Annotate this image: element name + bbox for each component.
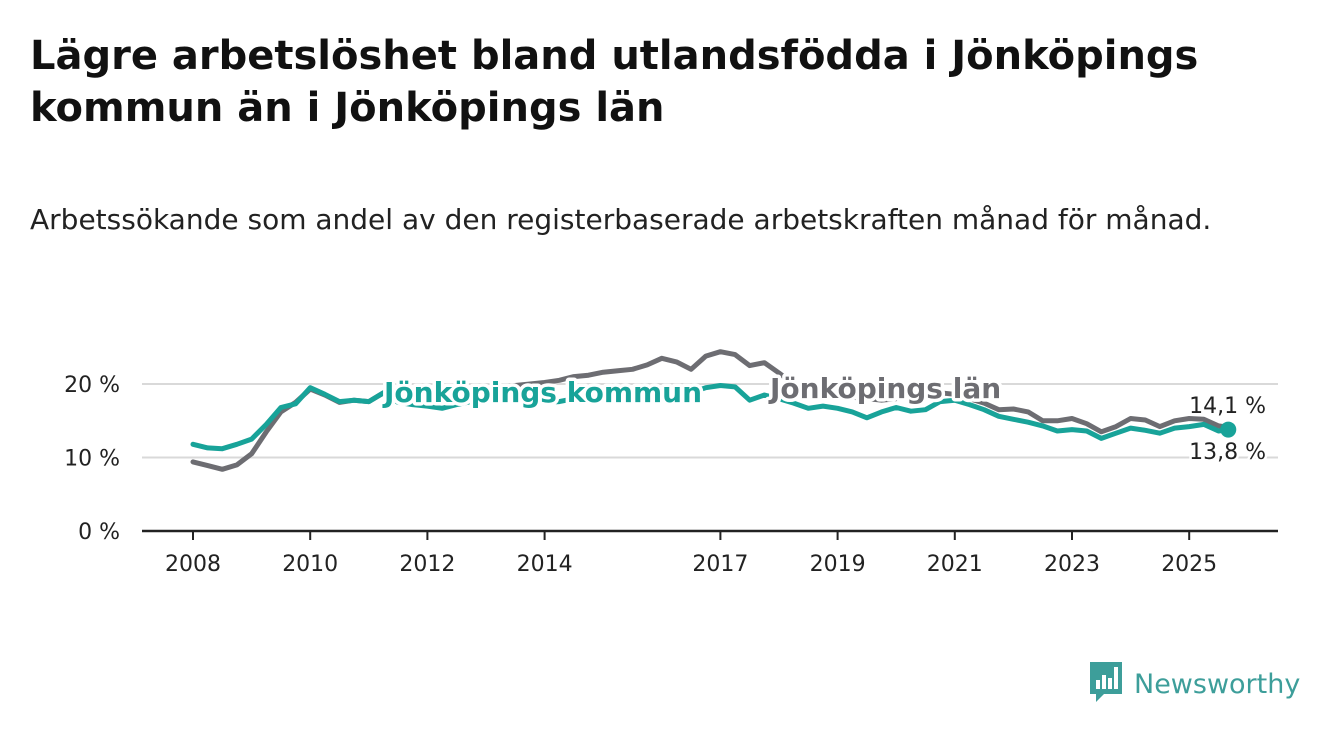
end-value-label-lan: 14,1 % [1189,394,1266,419]
series-line-lan [193,352,1228,470]
x-tick-label: 2025 [1161,552,1217,577]
x-tick-label: 2014 [517,552,573,577]
end-point-dot [1220,422,1236,438]
y-tick-label: 10 % [64,447,120,472]
x-tick-label: 2008 [165,552,221,577]
x-tick-label: 2010 [282,552,338,577]
x-tick-label: 2019 [810,552,866,577]
x-tick-label: 2017 [692,552,748,577]
bar-chart-badge-icon [1088,660,1124,708]
brand-name: Newsworthy [1134,669,1300,700]
series-label-lan: Jönköpings län [768,372,1001,405]
end-value-label-kommun: 13,8 % [1189,440,1266,465]
y-tick-label: 0 % [78,520,120,545]
x-tick-label: 2012 [399,552,455,577]
x-tick-label: 2023 [1044,552,1100,577]
series-label-kommun: Jönköpings kommun [382,376,702,409]
line-chart: 0 % 10 % 20 % 2008 2010 2012 2014 2017 2019 2021 2… [0,0,1340,734]
y-tick-label: 20 % [64,373,120,398]
x-tick-label: 2021 [927,552,983,577]
brand-logo: Newsworthy [1088,660,1300,708]
